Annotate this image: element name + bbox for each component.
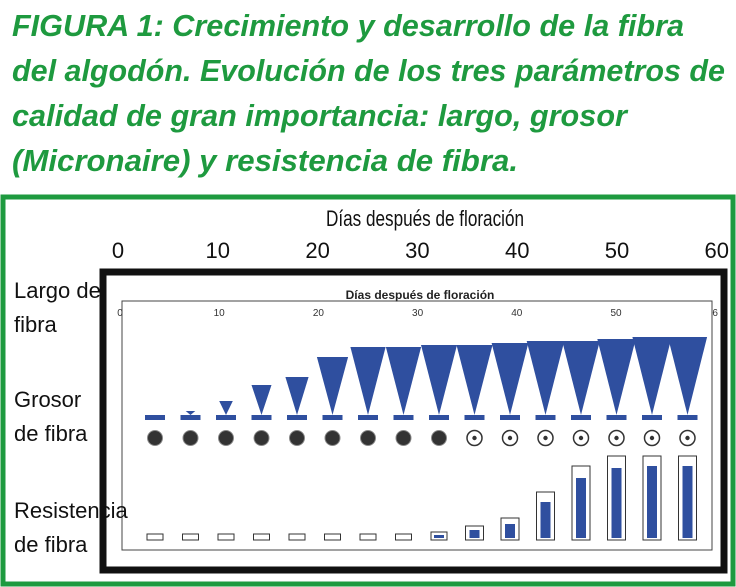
axis-tick-label: 0	[112, 238, 124, 263]
length-glyph	[285, 377, 309, 415]
thickness-dot	[649, 435, 655, 441]
length-glyph	[491, 343, 529, 415]
thickness-glyph	[324, 430, 341, 446]
strength-bar	[469, 530, 480, 538]
title-line: del algodón. Evolución de los tres parám…	[12, 53, 725, 88]
row-label: de fibra	[14, 421, 88, 446]
row-label: Largo de	[14, 278, 101, 303]
strength-bar	[505, 524, 515, 538]
thickness-glyph	[147, 430, 163, 446]
thickness-dot	[578, 435, 584, 441]
axis-tick-label: 40	[505, 238, 529, 263]
length-glyph	[185, 411, 196, 415]
thickness-glyph	[253, 430, 270, 446]
length-base	[535, 415, 556, 420]
length-base	[287, 415, 307, 420]
inner-box	[121, 300, 713, 551]
strength-box	[217, 533, 235, 541]
inner-tick-label: 40	[511, 308, 523, 319]
thickness-glyph	[182, 430, 199, 446]
length-base	[642, 415, 662, 420]
title-line: calidad de gran importancia: largo, gros…	[12, 98, 629, 133]
length-glyph	[350, 347, 386, 415]
length-base	[393, 415, 414, 420]
length-glyph	[219, 401, 233, 415]
thickness-glyph	[360, 430, 376, 446]
length-glyph	[385, 347, 422, 415]
length-base	[216, 415, 236, 420]
title-line: (Micronaire) y resistencia de fibra.	[12, 143, 518, 178]
length-base	[251, 415, 272, 420]
inner-axis-label: Días después de floración	[346, 288, 495, 302]
thickness-dot	[472, 435, 477, 441]
thickness-dot	[507, 435, 513, 441]
length-base	[606, 415, 627, 420]
frame	[0, 194, 736, 587]
strength-box	[395, 533, 412, 541]
axis-tick-label: 60	[705, 238, 729, 263]
axis-tick-label: 10	[206, 238, 230, 263]
strength-box	[253, 533, 270, 541]
strength-bar	[540, 502, 551, 538]
length-glyph	[526, 341, 565, 415]
length-base	[358, 415, 378, 420]
strength-box	[146, 533, 164, 541]
axis-tick-label: 20	[305, 238, 329, 263]
thickness-glyph	[431, 430, 447, 446]
axis-tick-label: 30	[405, 238, 429, 263]
row-label: Resistencia	[14, 498, 128, 523]
length-glyph	[562, 341, 600, 415]
length-base	[571, 415, 591, 420]
inner-tick-label: 10	[214, 308, 226, 319]
length-glyph	[456, 345, 493, 415]
axis-label: Días después de floración	[326, 206, 524, 231]
strength-box	[359, 533, 377, 541]
thickness-dot	[543, 435, 548, 441]
thickness-glyph	[218, 430, 234, 446]
thickness-dot	[614, 435, 619, 441]
length-base	[322, 415, 343, 420]
inner-tick-label: 6	[712, 308, 718, 319]
strength-bar	[434, 535, 444, 538]
length-glyph	[421, 345, 457, 415]
row-label: Grosor	[14, 387, 81, 412]
axis-tick-label: 50	[605, 238, 629, 263]
length-base	[145, 415, 165, 420]
thickness-glyph	[395, 430, 412, 446]
strength-box	[288, 533, 306, 541]
length-base	[500, 415, 520, 420]
strength-bar	[611, 468, 622, 538]
length-glyph	[597, 339, 636, 415]
thickness-dot	[685, 435, 690, 441]
length-glyph	[667, 337, 708, 415]
length-glyph	[251, 385, 272, 415]
thickness-glyph	[289, 430, 305, 446]
length-base	[677, 415, 698, 420]
row-label: de fibra	[14, 532, 88, 557]
strength-box	[182, 533, 199, 541]
length-base	[464, 415, 485, 420]
inner-tick-label: 0	[117, 308, 123, 319]
strength-bar	[682, 466, 693, 538]
inner-tick-label: 50	[610, 308, 622, 319]
strength-box	[324, 533, 341, 541]
length-base	[429, 415, 449, 420]
length-glyph	[316, 357, 349, 415]
title-line: FIGURA 1: Crecimiento y desarrollo de la…	[12, 8, 684, 43]
strength-bar	[647, 466, 657, 538]
length-glyph	[632, 337, 672, 415]
inner-tick-label: 20	[313, 308, 325, 319]
inner-tick-label: 30	[412, 308, 424, 319]
length-base	[180, 415, 201, 420]
row-label: fibra	[14, 312, 58, 337]
strength-bar	[576, 478, 586, 538]
